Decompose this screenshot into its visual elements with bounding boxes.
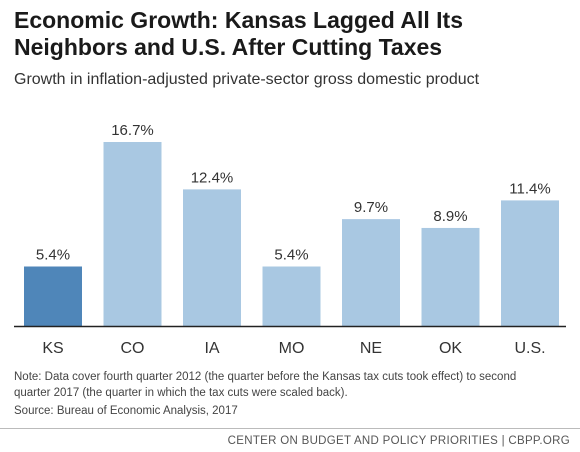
data-label-ok: 8.9% bbox=[433, 208, 467, 225]
data-label-us: 11.4% bbox=[509, 180, 550, 197]
footer-credit: CENTER ON BUDGET AND POLICY PRIORITIES |… bbox=[227, 435, 570, 447]
chart-source: Source: Bureau of Economic Analysis, 201… bbox=[14, 405, 238, 417]
bar-mo bbox=[262, 266, 321, 326]
bar-us bbox=[501, 200, 559, 326]
category-label-ne: NE bbox=[360, 340, 382, 357]
footer-divider bbox=[0, 428, 580, 429]
bar-chart: 5.4% KS 16.7% CO 12.4% IA 5.4% MO 9.7% NE 8.9% OK 11… bbox=[14, 122, 566, 357]
chart-title: Economic Growth: Kansas Lagged All Its N… bbox=[14, 7, 463, 60]
bar-ne bbox=[342, 219, 400, 326]
bar-ks bbox=[24, 266, 82, 326]
category-label-co: CO bbox=[121, 340, 145, 357]
category-label-ia: IA bbox=[204, 340, 219, 357]
data-label-co: 16.7% bbox=[111, 122, 154, 139]
chart-note: Note: Data cover fourth quarter 2012 (th… bbox=[14, 371, 517, 399]
bar-co bbox=[103, 142, 162, 326]
category-label-ks: KS bbox=[42, 340, 63, 357]
data-label-ne: 9.7% bbox=[354, 199, 388, 216]
data-label-ia: 12.4% bbox=[191, 169, 234, 186]
category-label-ok: OK bbox=[439, 340, 462, 357]
category-label-us: U.S. bbox=[514, 340, 545, 357]
bar-ok bbox=[421, 227, 480, 326]
bar-ia bbox=[183, 189, 241, 326]
data-label-ks: 5.4% bbox=[36, 247, 70, 264]
category-label-mo: MO bbox=[279, 340, 305, 357]
chart-subtitle: Growth in inflation-adjusted private-sec… bbox=[14, 71, 480, 88]
data-label-mo: 5.4% bbox=[274, 247, 308, 264]
